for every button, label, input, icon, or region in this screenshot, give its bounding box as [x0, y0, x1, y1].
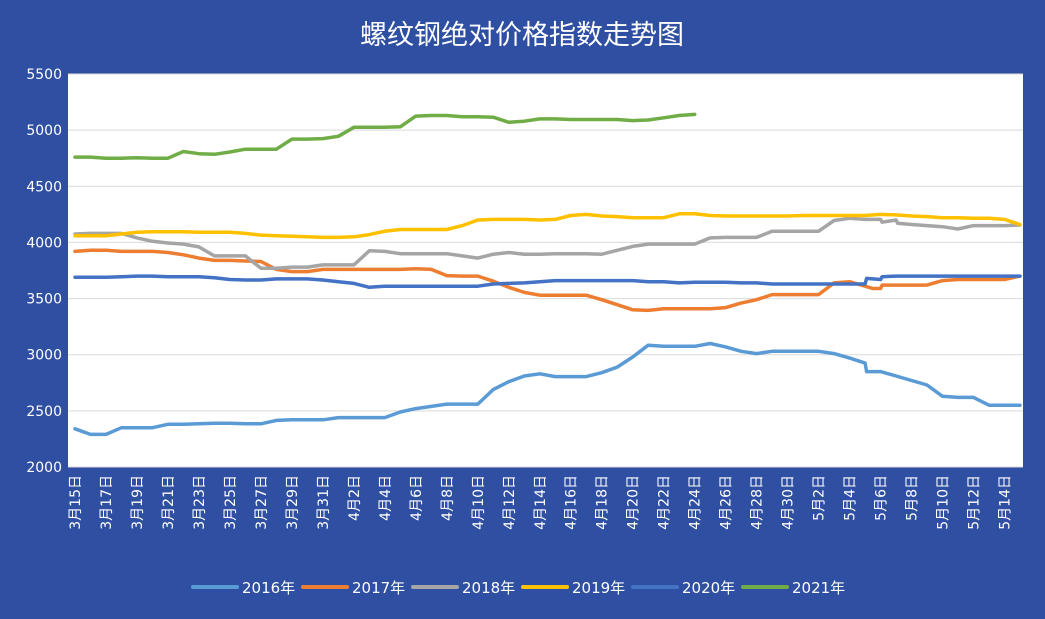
x-tick-label: 4月30日 [781, 475, 797, 530]
x-tick-label: 3月27日 [254, 475, 270, 530]
x-tick-label: 4月10日 [471, 475, 487, 530]
x-tick-label: 5月14日 [998, 475, 1014, 530]
x-tick-label: 3月31日 [316, 475, 332, 530]
x-tick-label: 4月12日 [502, 475, 518, 530]
legend-label: 2018年 [462, 579, 515, 597]
gridlines [68, 73, 1023, 468]
series-line [73, 274, 1022, 290]
x-tick-label: 5月10日 [936, 475, 952, 530]
y-tick-label: 5500 [26, 67, 62, 83]
series-line [73, 248, 1022, 313]
x-tick-label: 3月23日 [192, 475, 208, 530]
x-tick-label: 5月12日 [967, 475, 983, 530]
x-tick-label: 4月6日 [409, 475, 425, 521]
legend-label: 2017年 [352, 579, 405, 597]
legend: 2016年 2017年 2018年 2019年 2020年 2021年 [191, 579, 845, 597]
x-tick-label: 4月14日 [533, 475, 549, 530]
x-tick-label: 4月22日 [657, 475, 673, 530]
x-tick-label: 5月8日 [905, 475, 921, 521]
legend-label: 2021年 [792, 579, 845, 597]
x-tick-label: 4月24日 [688, 475, 704, 530]
y-tick-label: 4500 [26, 179, 62, 195]
legend-label: 2016年 [242, 579, 295, 597]
x-tick-label: 4月16日 [564, 475, 580, 530]
x-tick-label: 3月17日 [99, 475, 115, 530]
x-tick-label: 4月8日 [440, 475, 456, 521]
series-line [73, 212, 1022, 240]
legend-label: 2020年 [682, 579, 735, 597]
legend-label: 2019年 [572, 579, 625, 597]
x-tick-label: 4月20日 [626, 475, 642, 530]
x-tick-label: 3月19日 [130, 475, 146, 530]
y-tick-label: 5000 [26, 123, 62, 139]
series-line [73, 341, 1022, 437]
y-tick-label: 2500 [26, 404, 62, 420]
y-tick-label: 2000 [26, 460, 62, 476]
y-tick-label: 3500 [26, 292, 62, 308]
x-tick-label: 4月18日 [595, 475, 611, 530]
x-axis-tick-labels: 3月15日 3月17日 3月19日 3月21日 3月23日 3月25日 3月27日 3月29日… [68, 475, 1014, 530]
y-axis-tick-labels: 2000 2500 3000 3500 4000 4500 5000 5500 [26, 67, 62, 476]
series-lines [73, 112, 1022, 437]
y-tick-label: 4000 [26, 235, 62, 251]
series-line [73, 112, 697, 160]
series-line [73, 216, 1022, 271]
x-tick-label: 5月4日 [843, 475, 859, 521]
x-tick-label: 4月2日 [347, 475, 363, 521]
x-tick-label: 3月25日 [223, 475, 239, 530]
x-tick-label: 4月4日 [378, 475, 394, 521]
x-tick-label: 3月21日 [161, 475, 177, 530]
y-tick-label: 3000 [26, 348, 62, 364]
x-tick-label: 5月6日 [874, 475, 890, 521]
x-tick-label: 5月2日 [812, 475, 828, 521]
chart-title: 螺纹钢绝对价格指数走势图 [360, 20, 684, 51]
x-tick-label: 4月26日 [719, 475, 735, 530]
x-tick-label: 3月15日 [68, 475, 84, 530]
x-tick-label: 3月29日 [285, 475, 301, 530]
x-tick-label: 4月28日 [750, 475, 766, 530]
plot-area [68, 74, 1023, 467]
